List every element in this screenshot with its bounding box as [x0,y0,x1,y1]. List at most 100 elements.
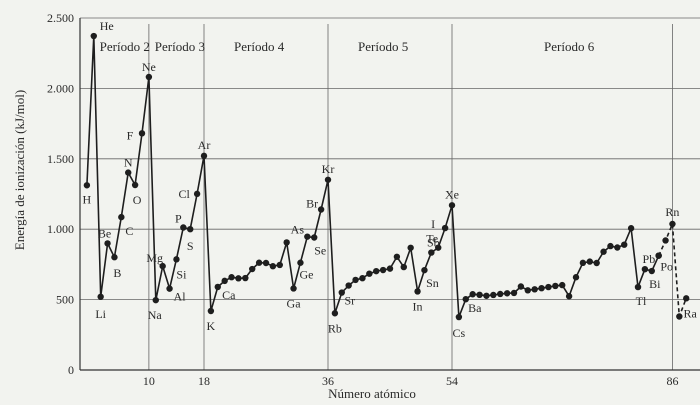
data-point [386,265,394,272]
data-point [90,32,97,40]
data-point [311,234,318,241]
data-point [607,242,614,250]
element-label: Tl [636,294,647,308]
data-point [297,259,304,266]
element-label: Ne [142,60,156,74]
data-point [283,239,290,246]
data-point [662,237,669,244]
data-point [235,275,242,282]
data-point [324,176,332,183]
chart-axes: 0 500 1.000 1.500 2.000 2.500 10 18 36 54 86 [47,11,700,388]
data-point [111,254,118,261]
data-point [200,152,208,160]
x-tick-label: 10 [143,374,155,388]
data-point [531,286,538,293]
data-point [366,270,373,277]
data-point [407,244,414,251]
data-point [565,293,573,300]
data-point [104,240,111,247]
data-point [276,261,283,269]
data-point [331,310,339,317]
period-label: Período 6 [544,39,595,54]
data-point [317,206,325,213]
data-point [249,265,256,273]
y-tick-label: 0 [68,363,74,377]
data-point [145,73,153,81]
x-tick-label: 18 [198,374,210,388]
period-labels: Período 2 Período 3 Período 4 Período 5 Perí… [100,39,595,54]
data-point [290,285,297,292]
data-point [579,259,587,267]
element-label: Ga [287,296,302,310]
element-label: Xe [445,187,459,201]
element-label: He [100,19,114,33]
data-point [166,285,173,292]
element-label: Bi [649,277,661,291]
data-point [193,190,201,198]
data-point [83,182,91,189]
data-point [655,252,662,259]
y-tick-label: 1.000 [47,222,74,236]
data-point [621,241,628,248]
element-label: Al [174,290,187,304]
element-label: K [207,319,216,333]
data-point [393,253,401,260]
data-point [435,244,442,251]
data-point [228,274,235,281]
element-label: F [127,128,134,142]
data-point [448,202,456,209]
period-label: Período 5 [358,39,408,54]
data-point [476,291,483,299]
data-point [97,293,104,300]
element-label: Ca [222,288,236,302]
data-point [373,267,380,275]
data-point [634,283,642,291]
data-point [510,289,518,297]
element-label: Kr [322,162,335,176]
element-label: Li [95,307,106,321]
data-point [428,249,435,256]
data-point [269,263,277,270]
element-label: Sb [427,236,440,250]
data-point [221,277,228,285]
element-label: In [413,299,423,313]
element-label: Te [426,232,438,246]
data-point [483,292,490,299]
x-tick-label: 54 [446,374,458,388]
data-point [641,265,649,273]
y-tick-label: 1.500 [47,152,74,166]
data-point [345,282,352,289]
data-point [255,259,263,266]
element-label: Sr [344,294,355,308]
x-tick-label: 36 [322,374,334,388]
y-tick-label: 2.500 [47,11,74,25]
period-label: Período 3 [155,39,205,54]
data-point [187,226,194,233]
data-point [648,267,655,275]
data-point [173,256,180,263]
element-label: Se [314,244,326,258]
data-point [676,313,683,320]
element-label: Mg [146,251,163,265]
data-point [338,289,345,296]
y-tick-label: 2.000 [47,81,74,95]
element-label: Si [176,267,187,281]
data-point [545,283,552,291]
element-label: Na [148,308,163,322]
element-label: Ra [684,306,698,320]
element-label: Cs [453,326,466,340]
y-axis-label: Energía de ionización (kJ/mol) [12,90,27,250]
element-label: C [125,224,133,238]
data-point [572,274,580,281]
element-label: Rb [328,321,342,335]
data-point [455,313,463,321]
data-point [593,259,600,267]
element-label: Br [306,196,318,210]
element-label: Rn [665,205,679,219]
data-point [180,224,187,231]
data-point [125,169,132,176]
data-point [207,307,215,315]
data-point [214,283,221,291]
period-label: Período 4 [234,39,285,54]
